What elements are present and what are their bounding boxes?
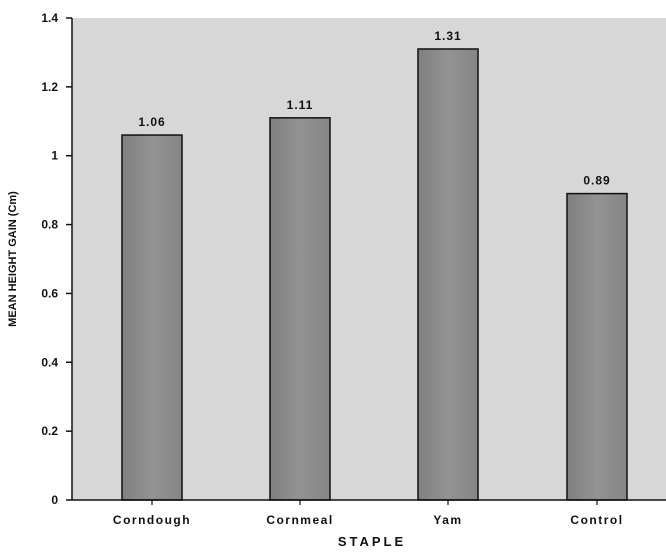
bar-control (566, 192, 628, 501)
y-tick-label: 0.2 (41, 424, 58, 438)
bar-corndough (121, 134, 183, 501)
y-axis-ticks: 0 0.2 0.4 0.6 0.8 1 1.2 1.4 (41, 11, 72, 507)
bar-value-label: 0.89 (583, 174, 610, 188)
y-axis-title: MEAN HEIGHT GAIN (Cm) (7, 191, 19, 327)
bar-cornmeal (269, 117, 331, 501)
x-axis-tick-labels: Corndough Cornmeal Yam Control (113, 500, 623, 527)
bars-layer: 1.06 1.11 1.31 0.89 (121, 29, 628, 501)
y-tick-label: 1.2 (41, 80, 58, 94)
x-tick-label-cornmeal: Cornmeal (266, 513, 333, 527)
y-tick-label: 1 (51, 149, 58, 163)
bar-value-label: 1.06 (138, 115, 165, 129)
bar-yam (417, 48, 479, 501)
bar-value-label: 1.11 (287, 98, 314, 112)
bar-value-label: 1.31 (434, 29, 461, 43)
y-tick-label: 0.8 (41, 218, 58, 232)
y-tick-label: 0.4 (41, 355, 58, 369)
y-tick-label: 0 (51, 493, 58, 507)
x-tick-label-yam: Yam (433, 513, 462, 527)
y-tick-label: 1.4 (41, 11, 58, 25)
x-axis-title: STAPLE (338, 534, 406, 549)
x-tick-label-corndough: Corndough (113, 513, 191, 527)
x-tick-label-control: Control (570, 513, 623, 527)
y-tick-label: 0.6 (41, 286, 58, 300)
